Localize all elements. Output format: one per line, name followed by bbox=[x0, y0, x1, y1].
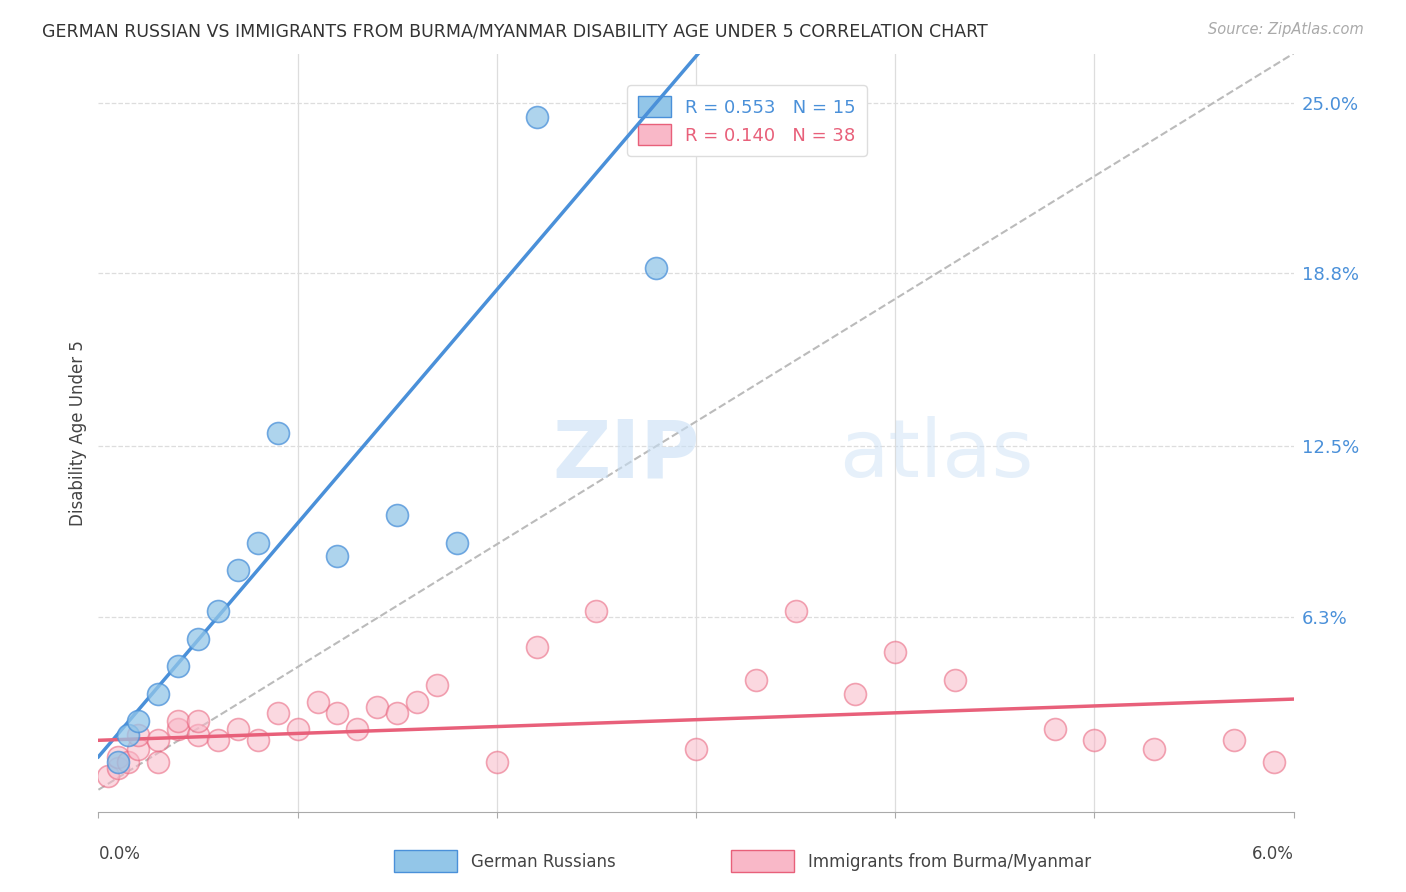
Point bbox=[1263, 756, 1285, 770]
Point bbox=[326, 549, 349, 564]
Point bbox=[844, 687, 866, 701]
Text: German Russians: German Russians bbox=[471, 853, 616, 871]
Point bbox=[1143, 741, 1166, 756]
Point bbox=[884, 645, 907, 659]
Point bbox=[745, 673, 768, 687]
Point bbox=[167, 714, 190, 728]
Point bbox=[148, 687, 170, 701]
Point bbox=[307, 695, 329, 709]
Point bbox=[585, 604, 607, 618]
Point bbox=[366, 700, 388, 714]
Point bbox=[97, 769, 120, 783]
Text: Source: ZipAtlas.com: Source: ZipAtlas.com bbox=[1208, 22, 1364, 37]
Point bbox=[526, 110, 548, 124]
Point bbox=[1083, 733, 1105, 747]
Point bbox=[785, 604, 807, 618]
Text: ZIP: ZIP bbox=[553, 417, 700, 494]
Legend: R = 0.553   N = 15, R = 0.140   N = 38: R = 0.553 N = 15, R = 0.140 N = 38 bbox=[627, 86, 866, 156]
Point bbox=[226, 563, 249, 577]
Point bbox=[127, 741, 149, 756]
Point bbox=[267, 425, 290, 440]
Point bbox=[406, 695, 429, 709]
Point bbox=[107, 756, 129, 770]
Point bbox=[187, 632, 209, 646]
Point bbox=[167, 723, 190, 737]
Text: Immigrants from Burma/Myanmar: Immigrants from Burma/Myanmar bbox=[808, 853, 1091, 871]
Text: GERMAN RUSSIAN VS IMMIGRANTS FROM BURMA/MYANMAR DISABILITY AGE UNDER 5 CORRELATI: GERMAN RUSSIAN VS IMMIGRANTS FROM BURMA/… bbox=[42, 22, 988, 40]
Point bbox=[246, 733, 269, 747]
Point bbox=[267, 706, 290, 720]
Point bbox=[187, 714, 209, 728]
Point bbox=[346, 723, 368, 737]
Text: atlas: atlas bbox=[839, 417, 1033, 494]
Point bbox=[117, 728, 139, 742]
Point bbox=[226, 723, 249, 737]
Point bbox=[446, 535, 468, 549]
Point bbox=[1043, 723, 1066, 737]
Point bbox=[685, 741, 707, 756]
Point bbox=[326, 706, 349, 720]
Point bbox=[645, 260, 668, 275]
Point bbox=[385, 508, 409, 522]
Y-axis label: Disability Age Under 5: Disability Age Under 5 bbox=[69, 340, 87, 525]
Point bbox=[148, 733, 170, 747]
Point bbox=[167, 659, 190, 673]
Point bbox=[287, 723, 309, 737]
Point bbox=[1223, 733, 1246, 747]
Point bbox=[127, 714, 149, 728]
Point bbox=[207, 733, 229, 747]
Text: 0.0%: 0.0% bbox=[98, 845, 141, 863]
Point bbox=[246, 535, 269, 549]
Point bbox=[187, 728, 209, 742]
Point bbox=[207, 604, 229, 618]
Text: 6.0%: 6.0% bbox=[1251, 845, 1294, 863]
Point bbox=[117, 756, 139, 770]
Point bbox=[107, 749, 129, 764]
Point bbox=[526, 640, 548, 654]
Point bbox=[127, 728, 149, 742]
Point bbox=[943, 673, 966, 687]
Point bbox=[485, 756, 508, 770]
Point bbox=[148, 756, 170, 770]
Point bbox=[385, 706, 409, 720]
Point bbox=[426, 678, 449, 692]
Point bbox=[107, 761, 129, 775]
